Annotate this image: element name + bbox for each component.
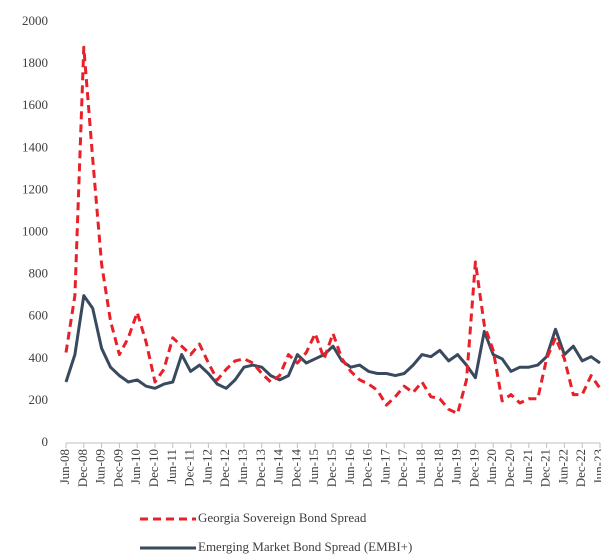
x-tick-label: Dec-20 xyxy=(502,449,517,487)
x-tick-label: Jun-22 xyxy=(555,449,570,484)
series-line xyxy=(64,45,601,415)
x-tick-label: Dec-16 xyxy=(360,449,375,488)
y-tick-label: 600 xyxy=(29,308,49,323)
x-tick-label: Dec-14 xyxy=(288,449,303,488)
x-tick-label: Jun-20 xyxy=(484,449,499,484)
x-tick-label: Dec-10 xyxy=(146,449,161,487)
x-tick-label: Jun-19 xyxy=(449,449,464,484)
x-tick-label: Jun-18 xyxy=(413,449,428,484)
x-tick-label: Dec-13 xyxy=(253,449,268,487)
x-tick-label: Jun-13 xyxy=(235,449,250,484)
x-tick-label: Jun-10 xyxy=(128,449,143,484)
x-tick-label: Dec-15 xyxy=(324,449,339,487)
x-tick-label: Jun-21 xyxy=(520,449,535,484)
y-tick-label: 400 xyxy=(29,350,49,365)
series-line xyxy=(64,294,601,390)
y-tick-label: 2000 xyxy=(22,13,48,28)
y-tick-label: 800 xyxy=(29,266,49,281)
y-tick-label: 1800 xyxy=(22,55,48,70)
x-tick-label: Jun-15 xyxy=(306,449,321,484)
x-tick-label: Dec-12 xyxy=(217,449,232,487)
x-tick-label: Jun-11 xyxy=(164,449,179,484)
y-tick-label: 1200 xyxy=(22,181,48,196)
x-tick-label: Dec-11 xyxy=(182,449,197,487)
x-tick-label: Dec-08 xyxy=(75,449,90,487)
x-tick-label: Dec-21 xyxy=(538,449,553,487)
x-tick-label: Jun-17 xyxy=(377,449,392,485)
x-tick-label: Jun-12 xyxy=(199,449,214,484)
x-tick-label: Jun-09 xyxy=(93,449,108,484)
legend-label: Emerging Market Bond Spread (EMBI+) xyxy=(198,539,412,554)
y-tick-label: 1000 xyxy=(22,223,48,238)
x-tick-label: Dec-18 xyxy=(431,449,446,487)
x-tick-label: Jun-14 xyxy=(271,449,286,485)
y-tick-label: 1600 xyxy=(22,97,48,112)
y-tick-label: 1400 xyxy=(22,139,48,154)
x-tick-label: Dec-09 xyxy=(110,449,125,487)
x-tick-label: Jun-16 xyxy=(342,449,357,485)
x-tick-label: Jun-08 xyxy=(57,449,72,484)
legend-label: Georgia Sovereign Bond Spread xyxy=(198,510,367,525)
x-tick-label: Dec-19 xyxy=(466,449,481,487)
x-tick-label: Jun-23 xyxy=(591,449,601,484)
y-tick-label: 200 xyxy=(29,392,49,407)
y-tick-label: 0 xyxy=(42,434,49,449)
x-tick-label: Dec-17 xyxy=(395,449,410,488)
x-tick-label: Dec-22 xyxy=(573,449,588,487)
